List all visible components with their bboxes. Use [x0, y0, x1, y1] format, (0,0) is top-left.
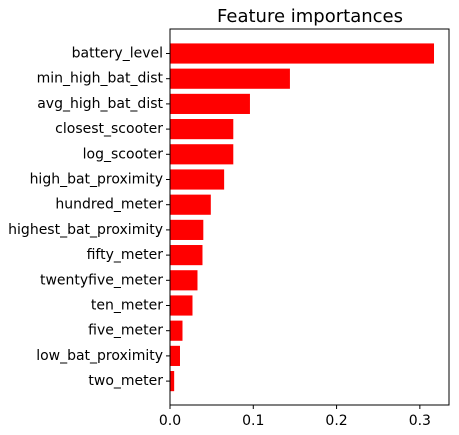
- category-label: battery_level: [72, 46, 163, 62]
- plot-frame: [169, 28, 450, 406]
- bar-battery-level: [170, 43, 435, 64]
- bar-fifty-meter: [170, 245, 203, 266]
- bar-twentyfive-meter: [170, 270, 198, 291]
- x-tick-label: 0.2: [325, 413, 347, 429]
- bar-log-scooter: [170, 144, 234, 165]
- category-label: twentyfive_meter: [40, 272, 163, 288]
- category-label: fifty_meter: [87, 247, 164, 263]
- bar-two-meter: [170, 371, 175, 392]
- x-tick-label: 0.0: [159, 413, 181, 429]
- category-label: high_bat_proximity: [30, 172, 163, 188]
- bar-closest-scooter: [170, 119, 234, 140]
- category-label: avg_high_bat_dist: [37, 96, 163, 112]
- bar-highest-bat-proximity: [170, 219, 204, 240]
- bar-avg-high-bat-dist: [170, 93, 250, 114]
- category-label: ten_meter: [91, 298, 163, 314]
- category-label: five_meter: [88, 323, 163, 339]
- bar-hundred-meter: [170, 194, 211, 215]
- bar-high-bat-proximity: [170, 169, 225, 190]
- category-label: low_bat_proximity: [36, 348, 163, 364]
- x-tick-label: 0.3: [409, 413, 431, 429]
- bar-min-high-bat-dist: [170, 68, 290, 89]
- category-labels-group: battery_level min_high_bat_dist avg_high_b…: [8, 46, 170, 389]
- category-label: closest_scooter: [55, 121, 163, 137]
- bars-group: [170, 43, 435, 392]
- x-ticks-group: 0.0 0.1 0.2 0.3: [159, 405, 431, 429]
- category-label: min_high_bat_dist: [37, 71, 164, 87]
- chart-title: Feature importances: [217, 6, 403, 27]
- category-label: log_scooter: [83, 146, 164, 162]
- x-tick-label: 0.1: [242, 413, 264, 429]
- bar-five-meter: [170, 320, 183, 341]
- bar-low-bat-proximity: [170, 345, 180, 366]
- category-label: two_meter: [88, 373, 163, 389]
- category-label: highest_bat_proximity: [8, 222, 163, 238]
- category-label: hundred_meter: [55, 197, 163, 213]
- bar-ten-meter: [170, 295, 193, 316]
